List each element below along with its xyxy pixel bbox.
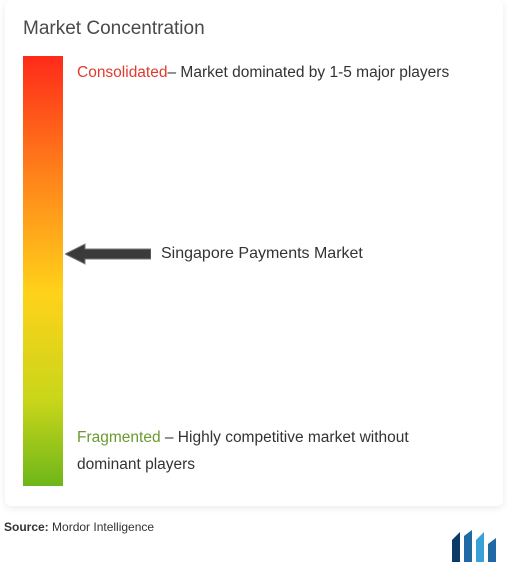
source-label: Source: <box>4 520 49 534</box>
brand-logo-icon <box>450 530 498 564</box>
source-value: Mordor Intelligence <box>49 520 154 534</box>
fragmented-label: Fragmented – Highly competitive market w… <box>77 425 475 478</box>
market-marker: Singapore Payments Market <box>65 243 363 265</box>
concentration-gradient-bar <box>23 56 63 486</box>
market-marker-label: Singapore Payments Market <box>161 245 363 263</box>
chart-title: Market Concentration <box>23 18 485 40</box>
concentration-card: Market Concentration Consolidated– Marke… <box>5 0 503 506</box>
consolidated-keyword: Consolidated <box>77 64 167 81</box>
chart-area: Consolidated– Market dominated by 1-5 ma… <box>23 56 485 486</box>
fragmented-keyword: Fragmented <box>77 429 161 446</box>
consolidated-description: – Market dominated by 1-5 major players <box>167 64 449 81</box>
consolidated-label: Consolidated– Market dominated by 1-5 ma… <box>77 60 475 86</box>
arrow-left-icon <box>65 243 151 265</box>
source-line: Source: Mordor Intelligence <box>0 506 508 534</box>
labels-column: Consolidated– Market dominated by 1-5 ma… <box>63 56 485 486</box>
